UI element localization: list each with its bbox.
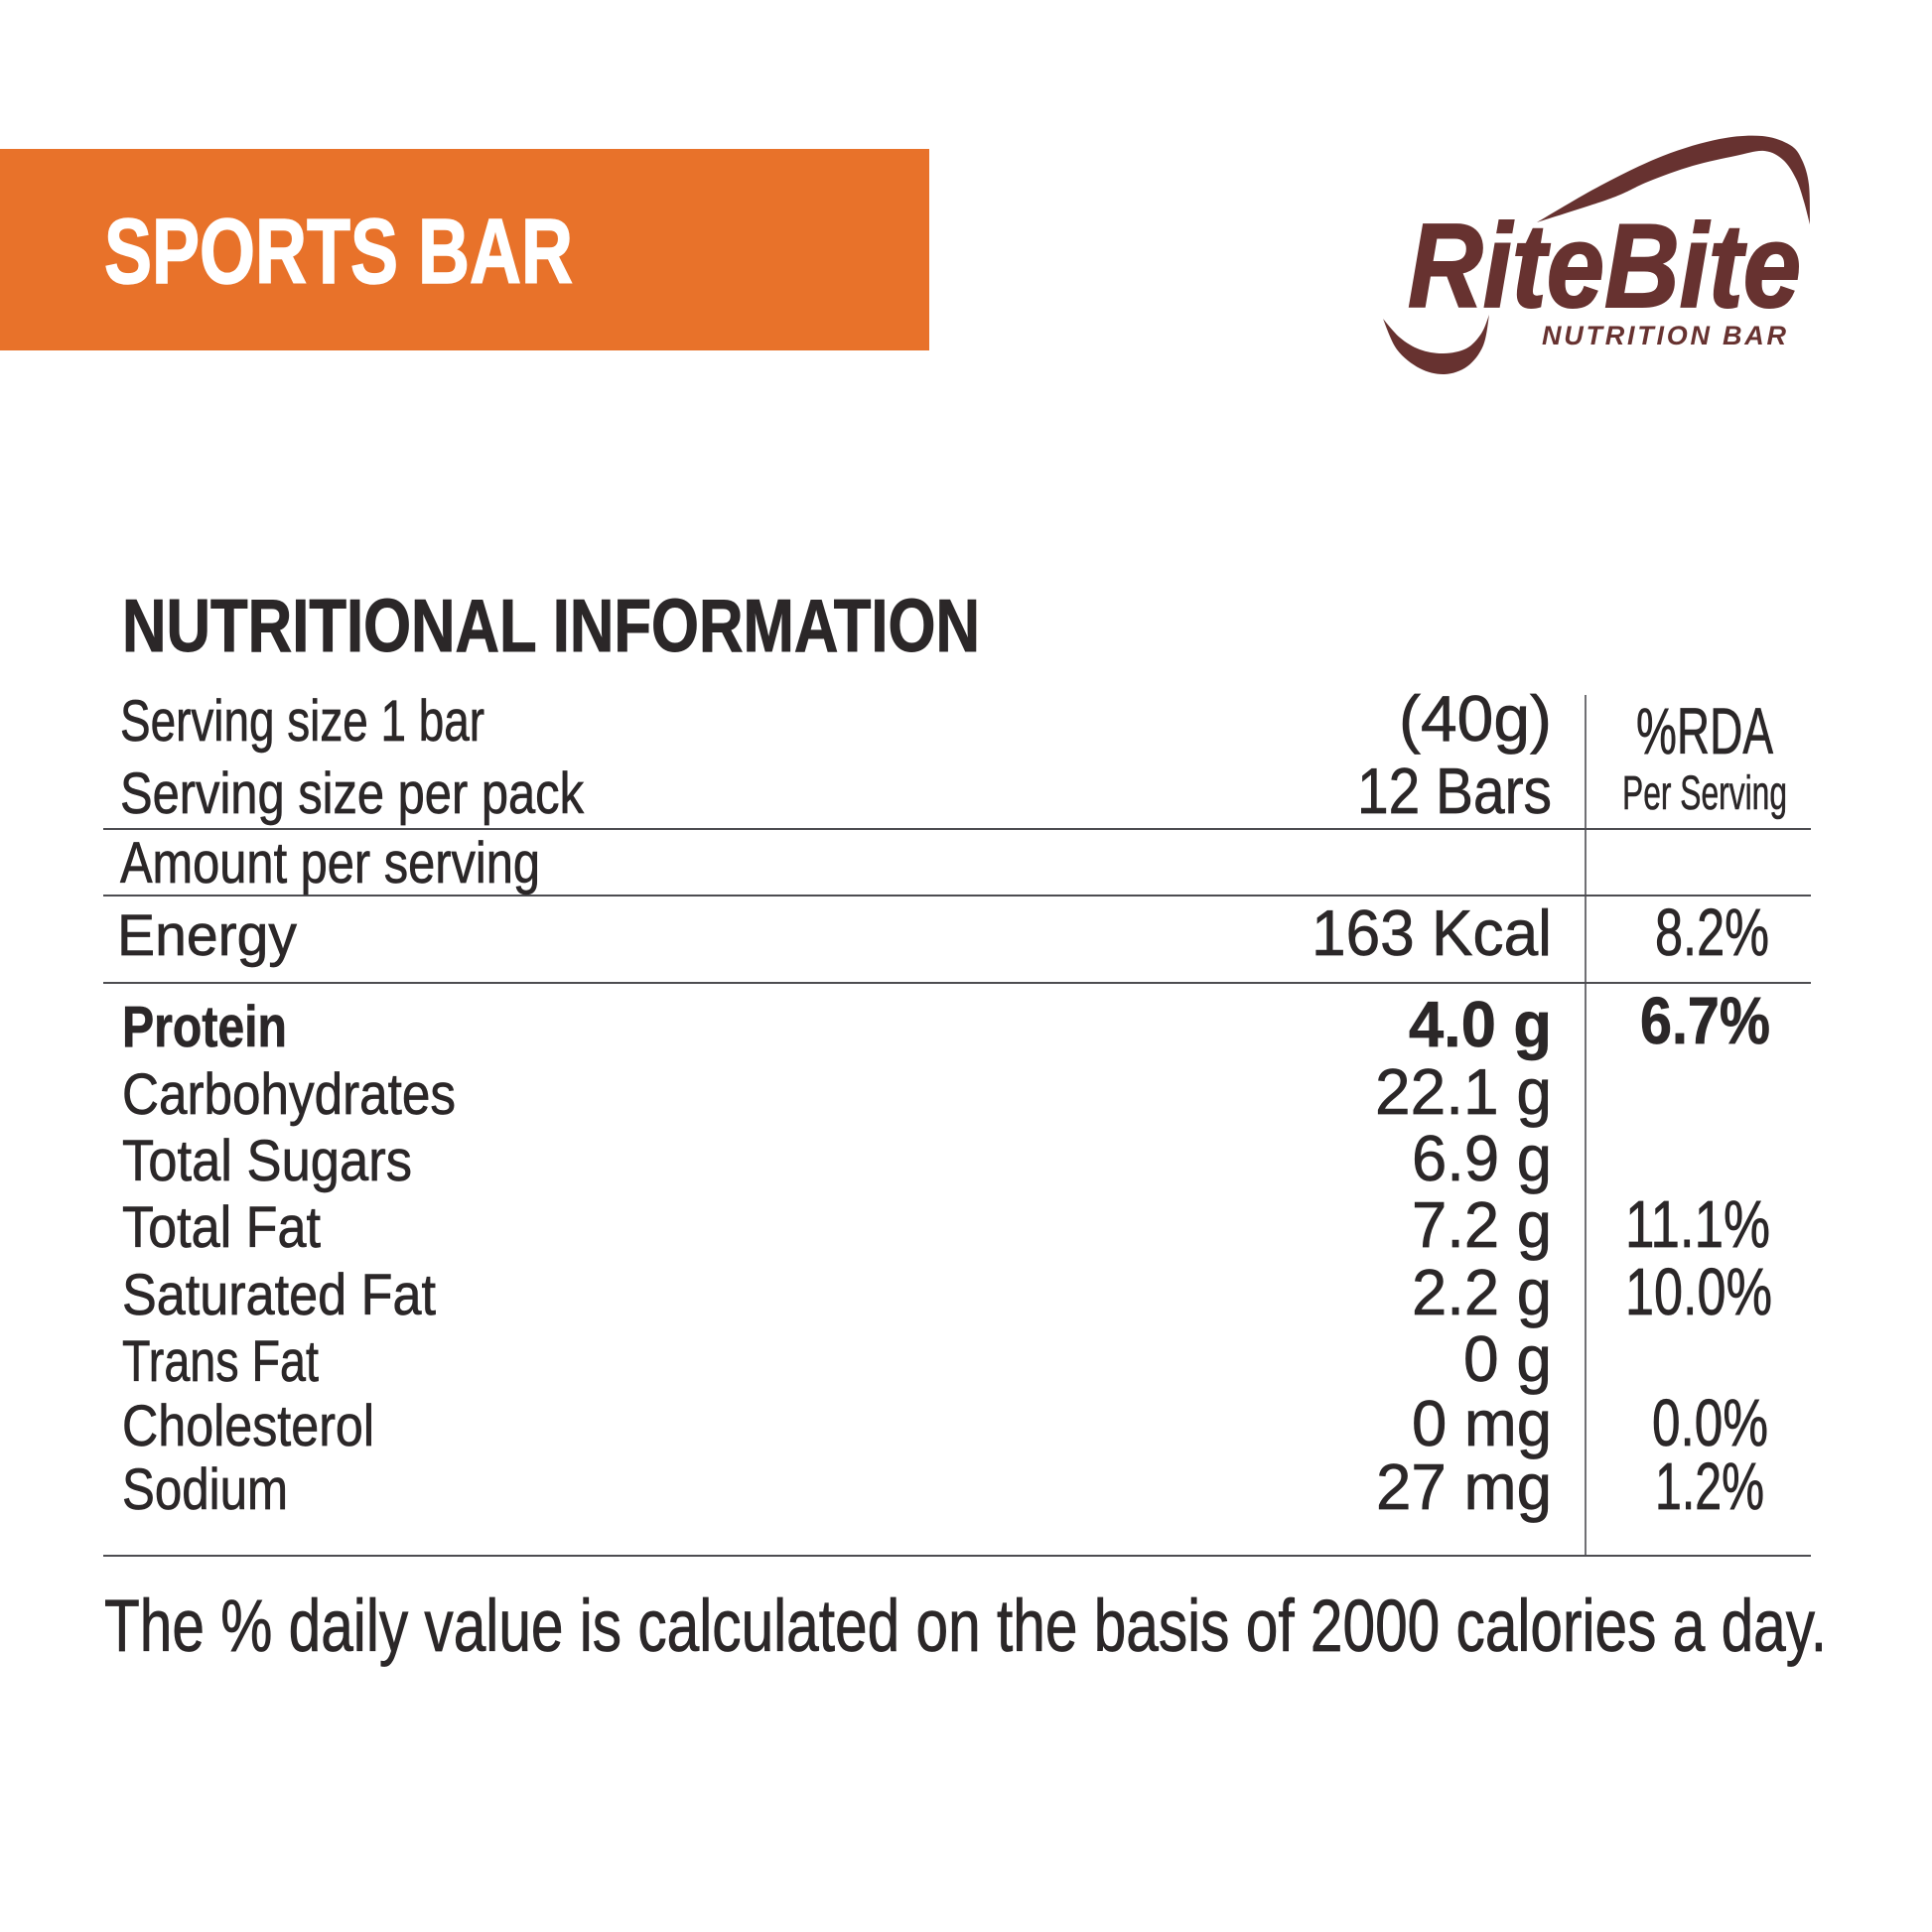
svg-text:7.2 g: 7.2 g — [1412, 1188, 1552, 1261]
svg-text:Cholesterol: Cholesterol — [122, 1394, 374, 1458]
svg-text:27 mg: 27 mg — [1376, 1450, 1552, 1523]
svg-text:Energy: Energy — [117, 903, 297, 968]
svg-text:RiteBite: RiteBite — [1408, 200, 1801, 333]
svg-text:(40g): (40g) — [1399, 682, 1552, 755]
svg-text:10.0%: 10.0% — [1625, 1255, 1772, 1329]
svg-text:Serving size 1 bar: Serving size 1 bar — [120, 689, 484, 754]
svg-text:0.0%: 0.0% — [1652, 1386, 1768, 1460]
svg-text:SPORTS BAR: SPORTS BAR — [104, 200, 573, 303]
svg-text:4.0 g: 4.0 g — [1409, 988, 1552, 1060]
svg-text:11.1%: 11.1% — [1625, 1187, 1770, 1262]
svg-text:6.7%: 6.7% — [1640, 984, 1770, 1058]
svg-text:Carbohydrates: Carbohydrates — [122, 1062, 456, 1127]
svg-text:Saturated Fat: Saturated Fat — [122, 1263, 436, 1327]
svg-text:8.2%: 8.2% — [1655, 896, 1769, 970]
svg-text:Per Serving: Per Serving — [1622, 767, 1787, 820]
svg-text:163 Kcal: 163 Kcal — [1311, 897, 1552, 969]
svg-text:Total Fat: Total Fat — [122, 1195, 321, 1260]
svg-text:2.2 g: 2.2 g — [1412, 1256, 1552, 1328]
svg-text:Trans Fat: Trans Fat — [122, 1329, 319, 1394]
svg-text:Protein: Protein — [122, 995, 287, 1059]
svg-text:0 g: 0 g — [1463, 1322, 1552, 1395]
svg-text:6.9 g: 6.9 g — [1412, 1122, 1552, 1194]
svg-text:1.2%: 1.2% — [1655, 1449, 1764, 1524]
svg-text:12 Bars: 12 Bars — [1357, 755, 1552, 827]
svg-text:Sodium: Sodium — [122, 1457, 288, 1522]
svg-text:%RDA: %RDA — [1636, 694, 1773, 767]
svg-text:22.1 g: 22.1 g — [1375, 1055, 1552, 1128]
svg-text:0 mg: 0 mg — [1412, 1387, 1552, 1459]
svg-text:Amount per serving: Amount per serving — [120, 831, 540, 896]
svg-text:Total Sugars: Total Sugars — [122, 1129, 412, 1193]
svg-text:NUTRITIONAL INFORMATION: NUTRITIONAL INFORMATION — [122, 584, 980, 667]
svg-text:The % daily value is calculate: The % daily value is calculated on the b… — [104, 1585, 1827, 1667]
svg-text:Serving size per pack: Serving size per pack — [120, 761, 585, 826]
